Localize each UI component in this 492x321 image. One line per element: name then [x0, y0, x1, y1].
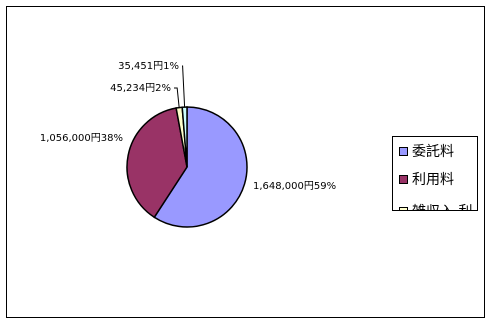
legend-item-2: 利用料	[399, 169, 454, 189]
legend-label-2: 利用料	[412, 172, 454, 188]
legend-swatch-2	[399, 174, 408, 184]
leader-line-3	[174, 87, 180, 108]
legend-label-3: 雑収入 利	[412, 201, 472, 210]
legend-item-3: 雑収入 利	[399, 201, 472, 210]
data-label-3: 45,234円2%	[110, 83, 171, 94]
pie-slice-4	[181, 106, 188, 168]
chart-area: 1,648,000円59% 1,056,000円38% 45,234円2% 35,45…	[6, 6, 485, 318]
pie-slice-2	[126, 107, 188, 219]
data-label-2: 1,056,000円38%	[40, 133, 123, 144]
legend-label-1: 委託料	[412, 144, 454, 160]
pie-slice-1	[153, 106, 248, 228]
leader-line-4	[182, 65, 186, 108]
pie-chart: 1,648,000円59% 1,056,000円38% 45,234円2% 35,45…	[40, 61, 336, 228]
data-label-1: 1,648,000円59%	[253, 181, 336, 192]
legend-item-1: 委託料	[399, 141, 454, 161]
data-label-4: 35,451円1%	[118, 61, 179, 72]
legend-swatch-1	[399, 146, 408, 156]
legend: 委託料 利用料 雑収入 利	[392, 136, 478, 211]
legend-swatch-3	[399, 206, 408, 210]
